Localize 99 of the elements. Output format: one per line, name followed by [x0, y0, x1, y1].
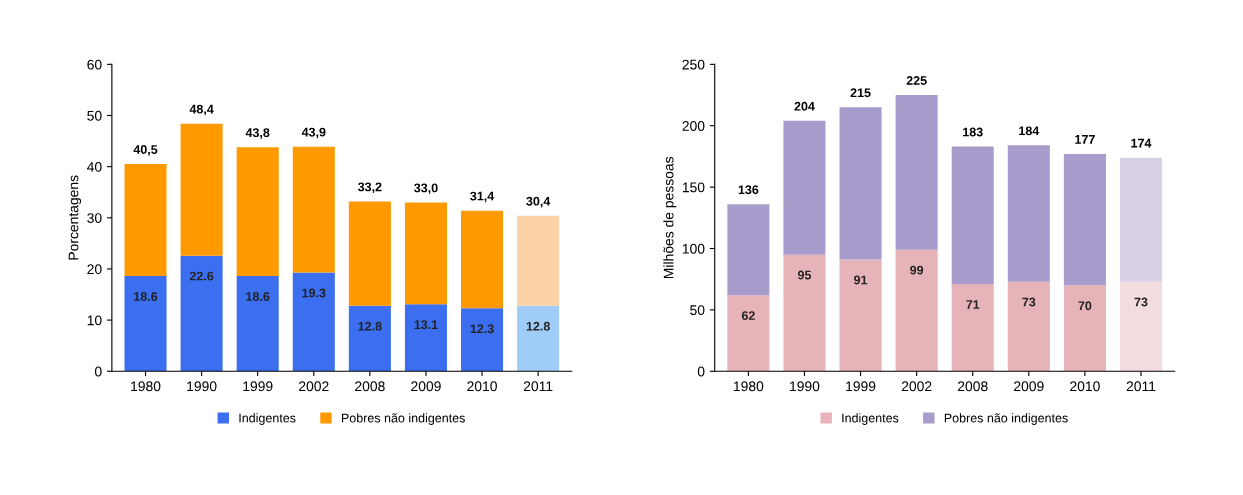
data-label: 19.3	[302, 288, 326, 298]
total-label: 48,4	[189, 104, 214, 116]
bar	[404, 202, 447, 305]
bar	[1063, 153, 1106, 286]
total-label: 33,2	[357, 182, 382, 194]
legend-label: Indigentes	[842, 413, 899, 425]
bar	[348, 305, 391, 372]
x-tick-label: 1980	[733, 381, 764, 392]
bar	[180, 255, 223, 372]
bar	[951, 146, 994, 285]
bar	[1007, 281, 1050, 372]
bar	[124, 276, 167, 372]
bar	[951, 284, 994, 372]
legend-label: Indigentes	[239, 413, 296, 425]
y-tick-label: 40	[87, 161, 102, 172]
y-tick-label: 0	[94, 366, 102, 377]
y-tick-label: 100	[682, 243, 705, 254]
data-label: 22.6	[189, 271, 214, 281]
total-label: 184	[1019, 126, 1040, 136]
bar	[292, 272, 335, 372]
bar	[404, 304, 447, 372]
bar	[517, 305, 560, 372]
bar	[292, 146, 335, 273]
x-tick-label: 2011	[523, 381, 553, 392]
bar	[1007, 145, 1050, 282]
x-tick-label: 2008	[957, 381, 988, 392]
x-tick-label: 2009	[411, 381, 441, 392]
legend-label: Pobres não indigentes	[342, 413, 465, 425]
bar	[727, 295, 770, 372]
bar	[839, 107, 882, 260]
y-tick-label: 50	[87, 110, 102, 121]
bar	[783, 120, 826, 255]
bar	[1063, 285, 1106, 372]
x-tick-label: 2009	[1014, 381, 1044, 392]
y-tick-label: 0	[697, 366, 705, 377]
data-label: 99	[910, 265, 924, 275]
data-label: 71	[966, 300, 980, 309]
data-label: 70	[1078, 301, 1092, 311]
bar	[839, 259, 882, 372]
data-label: 12.3	[470, 324, 494, 334]
x-tick-label: 1999	[846, 381, 876, 392]
data-label: 12.8	[358, 321, 382, 331]
data-label: 18.6	[246, 292, 270, 301]
total-label: 204	[794, 101, 815, 111]
bar	[124, 164, 167, 277]
data-label: 12.8	[526, 321, 550, 331]
y-tick-label: 20	[87, 264, 102, 275]
x-tick-label: 2010	[1070, 381, 1100, 392]
data-label: 13.1	[414, 320, 438, 330]
data-label: 73	[1134, 297, 1148, 307]
bar	[461, 308, 504, 372]
data-label: 73	[1022, 297, 1036, 307]
data-label: 95	[797, 270, 812, 280]
total-label: 174	[1131, 138, 1152, 148]
y-tick-label: 250	[682, 59, 705, 70]
y-tick-label: 200	[682, 121, 705, 131]
y-tick-label: 10	[87, 315, 102, 326]
x-tick-label: 1990	[790, 381, 820, 392]
data-label: 62	[741, 311, 755, 320]
x-tick-label: 2011	[1126, 381, 1156, 392]
x-tick-label: 1980	[131, 381, 161, 392]
total-label: 225	[906, 76, 927, 85]
y-tick-label: 60	[87, 59, 102, 70]
bar	[236, 276, 279, 372]
y-tick-label: 50	[690, 305, 705, 316]
y-tick-label: 30	[87, 213, 102, 223]
x-tick-label: 2008	[355, 381, 385, 392]
total-label: 30,4	[526, 196, 551, 208]
bar	[348, 201, 391, 306]
data-label: 18.6	[134, 292, 158, 301]
total-label: 177	[1075, 135, 1095, 144]
total-label: 31,4	[470, 191, 495, 203]
x-tick-label: 1999	[243, 381, 273, 392]
x-tick-label: 2002	[901, 381, 932, 392]
total-label: 215	[850, 88, 871, 98]
bar	[461, 210, 504, 309]
bar	[1119, 157, 1163, 282]
x-tick-label: 1990	[187, 381, 217, 392]
bar	[895, 249, 938, 372]
y-tick-label: 150	[682, 182, 705, 193]
total-label: 183	[963, 127, 983, 137]
y-axis-title: Porcentagens	[68, 175, 82, 260]
bar	[180, 123, 223, 256]
bar	[895, 95, 938, 250]
bar	[1119, 281, 1163, 372]
total-label: 43,8	[245, 128, 270, 139]
bar	[727, 204, 770, 296]
x-tick-label: 2010	[467, 381, 497, 392]
bar	[236, 147, 279, 277]
legend-label: Pobres não indigentes	[944, 413, 1068, 425]
total-label: 43,9	[301, 127, 326, 139]
y-axis-title: Milhões de pessoas	[663, 156, 677, 279]
total-label: 40,5	[133, 145, 158, 156]
x-tick-label: 2002	[299, 381, 329, 392]
total-label: 33,0	[414, 183, 438, 195]
total-label: 136	[738, 185, 759, 195]
bar	[517, 215, 560, 306]
bar	[783, 254, 826, 372]
data-label: 91	[854, 275, 868, 285]
